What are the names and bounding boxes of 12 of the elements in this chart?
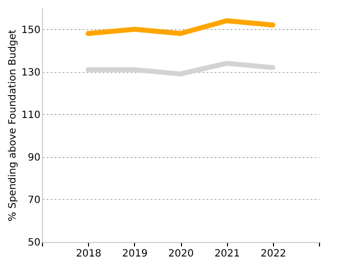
x-tick-label: 2020 — [168, 248, 194, 260]
y-axis-title: % Spending above Foundation Budget — [7, 30, 18, 222]
y-tick-label: 150 — [21, 24, 40, 36]
y-tick-label: 70 — [28, 194, 40, 206]
y-tick-label: 50 — [28, 238, 40, 248]
x-tick-label: 2018 — [76, 248, 102, 260]
x-tick-label: 2019 — [122, 248, 148, 260]
y-tick-label: 110 — [21, 110, 40, 121]
y-tick-label: 90 — [28, 152, 40, 164]
x-tick-label: 2021 — [214, 248, 240, 260]
x-tick-label: 2022 — [260, 248, 286, 260]
y-tick-label: 130 — [21, 67, 40, 78]
